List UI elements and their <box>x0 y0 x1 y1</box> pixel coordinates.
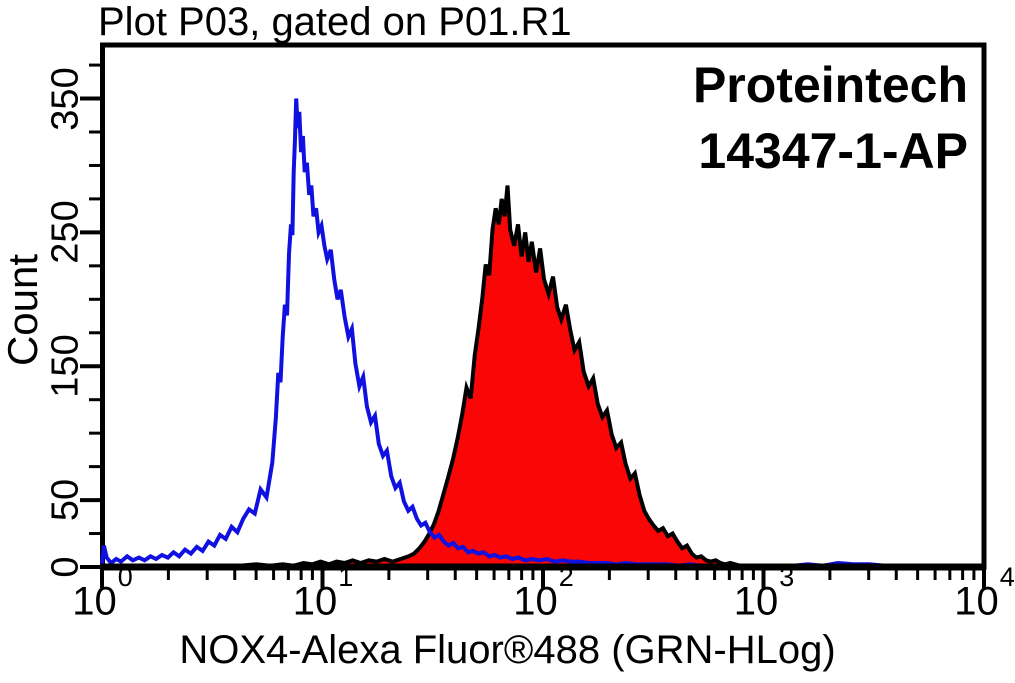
y-axis-label: Count <box>0 253 46 367</box>
x-tick-label: 103 <box>733 562 795 624</box>
x-tick-label: 104 <box>954 562 1015 624</box>
sample-histogram-curve <box>102 185 984 570</box>
annotation-block: Proteintech 14347-1-AP <box>693 52 968 184</box>
y-tick-label: 150 <box>44 334 87 398</box>
x-tick-label: 101 <box>292 562 354 624</box>
y-tick-label: 50 <box>44 478 87 522</box>
y-tick-label: 250 <box>44 200 87 265</box>
annotation-catalog-number: 14347-1-AP <box>698 123 968 179</box>
x-axis-label: NOX4-Alexa Fluor®488 (GRN-HLog) <box>179 628 836 672</box>
y-tick-label: 350 <box>44 66 87 131</box>
y-tick-label: 0 <box>44 556 87 578</box>
plot-title: Plot P03, gated on P01.R1 <box>98 0 572 44</box>
x-tick-label: 100 <box>72 562 133 624</box>
annotation-vendor: Proteintech <box>692 57 968 113</box>
x-tick-label: 102 <box>513 562 574 624</box>
